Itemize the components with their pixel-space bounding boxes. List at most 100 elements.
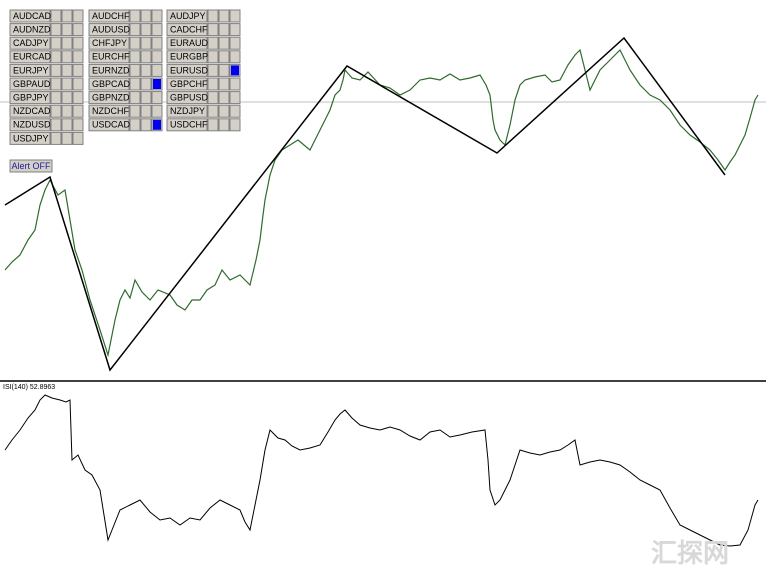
toggle-box[interactable] — [218, 50, 230, 64]
symbol-button[interactable] — [88, 77, 130, 91]
toggle-box[interactable] — [229, 118, 241, 132]
toggle-box[interactable] — [50, 63, 62, 77]
toggle-box[interactable] — [61, 50, 73, 64]
toggle-box[interactable] — [229, 77, 241, 91]
symbol-label[interactable]: GBPAUD — [13, 79, 51, 89]
toggle-box[interactable] — [50, 77, 62, 91]
toggle-box[interactable] — [218, 104, 230, 118]
symbol-label[interactable]: EURNZD — [92, 65, 130, 75]
toggle-box[interactable] — [207, 9, 219, 23]
symbol-label[interactable]: GBPUSD — [170, 92, 209, 102]
toggle-box[interactable] — [229, 23, 241, 37]
toggle-box[interactable] — [140, 36, 152, 50]
symbol-label[interactable]: GBPJPY — [13, 92, 49, 102]
symbol-button[interactable] — [166, 91, 208, 105]
symbol-label[interactable]: EURCHF — [92, 52, 130, 62]
symbol-button[interactable] — [166, 9, 208, 23]
toggle-box[interactable] — [50, 23, 62, 37]
toggle-box[interactable] — [140, 104, 152, 118]
alert-button[interactable]: Alert OFF — [9, 159, 53, 173]
symbol-button[interactable] — [88, 91, 130, 105]
symbol-label[interactable]: AUDUSD — [92, 24, 131, 34]
symbol-label[interactable]: NZDCHF — [92, 106, 129, 116]
symbol-label[interactable]: CADCHF — [170, 24, 208, 34]
toggle-box[interactable] — [50, 36, 62, 50]
symbol-button[interactable] — [9, 36, 51, 50]
toggle-box[interactable] — [129, 23, 141, 37]
toggle-box[interactable] — [140, 77, 152, 91]
symbol-label[interactable]: USDCAD — [92, 120, 131, 130]
symbol-button[interactable] — [88, 118, 130, 132]
symbol-label[interactable]: AUDCAD — [13, 11, 52, 21]
symbol-label[interactable]: CHFJPY — [92, 38, 127, 48]
symbol-button[interactable] — [88, 9, 130, 23]
symbol-button[interactable] — [9, 118, 51, 132]
toggle-box[interactable] — [151, 9, 163, 23]
toggle-box[interactable] — [140, 23, 152, 37]
symbol-label[interactable]: EURUSD — [170, 65, 209, 75]
toggle-box[interactable] — [140, 50, 152, 64]
toggle-box[interactable] — [229, 36, 241, 50]
symbol-label[interactable]: AUDNZD — [13, 24, 51, 34]
toggle-box[interactable] — [207, 77, 219, 91]
toggle-box[interactable] — [72, 36, 84, 50]
alert-button-label[interactable]: Alert OFF — [11, 161, 51, 171]
toggle-box[interactable] — [229, 50, 241, 64]
toggle-box[interactable] — [151, 63, 163, 77]
toggle-box[interactable] — [218, 36, 230, 50]
toggle-box[interactable] — [129, 63, 141, 77]
symbol-label[interactable]: AUDCHF — [92, 11, 130, 21]
toggle-box[interactable] — [229, 91, 241, 105]
toggle-box[interactable] — [207, 36, 219, 50]
toggle-box[interactable] — [61, 118, 73, 132]
toggle-box[interactable] — [129, 104, 141, 118]
toggle-box[interactable] — [207, 118, 219, 132]
symbol-label[interactable]: NZDJPY — [170, 106, 205, 116]
toggle-box[interactable] — [61, 91, 73, 105]
toggle-box[interactable] — [151, 91, 163, 105]
toggle-box[interactable] — [50, 9, 62, 23]
symbol-button[interactable] — [166, 104, 208, 118]
symbol-label[interactable]: EURGBP — [170, 52, 208, 62]
toggle-box[interactable] — [218, 91, 230, 105]
toggle-box[interactable] — [151, 104, 163, 118]
toggle-box[interactable] — [50, 50, 62, 64]
toggle-box[interactable] — [50, 131, 62, 145]
toggle-box[interactable] — [207, 91, 219, 105]
symbol-label[interactable]: USDCHF — [170, 120, 208, 130]
toggle-box[interactable] — [72, 77, 84, 91]
toggle-box[interactable] — [218, 77, 230, 91]
toggle-box[interactable] — [61, 104, 73, 118]
symbol-button[interactable] — [166, 118, 208, 132]
toggle-box[interactable] — [129, 9, 141, 23]
toggle-box[interactable] — [151, 36, 163, 50]
symbol-button[interactable] — [166, 36, 208, 50]
symbol-button[interactable] — [9, 9, 51, 23]
toggle-box[interactable] — [140, 63, 152, 77]
toggle-box[interactable] — [61, 9, 73, 23]
symbol-label[interactable]: NZDUSD — [13, 120, 51, 130]
toggle-box[interactable] — [218, 63, 230, 77]
toggle-box[interactable] — [140, 91, 152, 105]
toggle-box[interactable] — [61, 131, 73, 145]
symbol-button[interactable] — [88, 63, 130, 77]
toggle-box[interactable] — [140, 118, 152, 132]
symbol-label[interactable]: USDJPY — [13, 133, 49, 143]
symbol-button[interactable] — [166, 50, 208, 64]
symbol-button[interactable] — [88, 23, 130, 37]
toggle-box[interactable] — [50, 118, 62, 132]
symbol-button[interactable] — [9, 63, 51, 77]
symbol-label[interactable]: GBPNZD — [92, 92, 130, 102]
toggle-box[interactable] — [72, 63, 84, 77]
symbol-button[interactable] — [88, 104, 130, 118]
toggle-box[interactable] — [218, 9, 230, 23]
toggle-box[interactable] — [72, 118, 84, 132]
toggle-box[interactable] — [229, 9, 241, 23]
toggle-box[interactable] — [72, 131, 84, 145]
toggle-box[interactable] — [151, 50, 163, 64]
symbol-label[interactable]: NZDCAD — [13, 106, 51, 116]
toggle-box[interactable] — [50, 104, 62, 118]
toggle-box[interactable] — [207, 104, 219, 118]
symbol-label[interactable]: AUDJPY — [170, 11, 206, 21]
toggle-box[interactable] — [61, 36, 73, 50]
